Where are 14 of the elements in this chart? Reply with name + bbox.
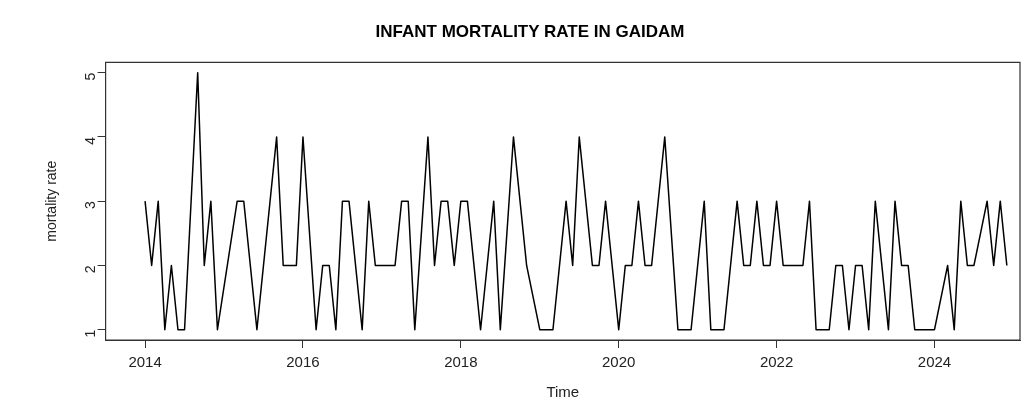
y-axis-title: mortality rate xyxy=(43,160,60,242)
x-tick-label: 2022 xyxy=(759,353,794,371)
x-tick-label: 2024 xyxy=(917,353,952,371)
x-tick-label: 2020 xyxy=(602,353,636,371)
x-tick-label: 2018 xyxy=(444,353,478,371)
y-tick-label: 1 xyxy=(82,329,99,338)
y-tick-label: 4 xyxy=(82,136,99,145)
x-axis-title: Time xyxy=(546,383,580,401)
x-tick-label: 2016 xyxy=(286,353,320,371)
y-tick-label: 3 xyxy=(82,201,99,209)
x-tick-label: 2014 xyxy=(128,353,162,371)
y-tick-label: 2 xyxy=(82,265,99,274)
chart-title: INFANT MORTALITY RATE IN GAIDAM xyxy=(375,21,685,41)
y-tick-label: 5 xyxy=(82,72,99,81)
